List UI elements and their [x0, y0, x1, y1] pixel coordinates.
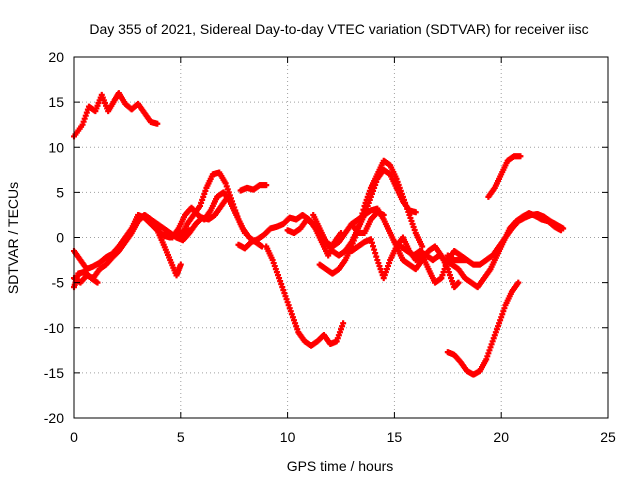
- chart-title: Day 355 of 2021, Sidereal Day-to-day VTE…: [89, 21, 588, 37]
- series-track-10: [263, 243, 347, 349]
- y-tick-label: 10: [48, 139, 64, 155]
- data-point: [340, 320, 347, 327]
- x-axis-label: GPS time / hours: [287, 458, 394, 474]
- y-tick-label: 20: [48, 49, 64, 65]
- data-point: [241, 229, 248, 236]
- series-track-01: [71, 90, 161, 140]
- data-point: [177, 261, 184, 268]
- data-point: [517, 153, 524, 160]
- y-tick-label: 0: [56, 230, 64, 246]
- y-tick-label: -15: [44, 365, 64, 381]
- series-track-15: [348, 234, 471, 286]
- y-tick-label: -5: [52, 275, 65, 291]
- series-layer: [71, 90, 567, 378]
- data-point: [412, 209, 419, 216]
- data-point: [419, 243, 426, 250]
- x-tick-label: 15: [387, 429, 403, 445]
- data-point: [263, 182, 270, 189]
- x-tick-label: 10: [280, 429, 296, 445]
- y-tick-label: -20: [44, 410, 64, 426]
- y-tick-label: 5: [56, 184, 64, 200]
- y-axis-label: SDTVAR / TECUs: [5, 182, 21, 294]
- ticks: 0 5 10 15 20 25 -20 -15 -10 -5 0 5 10 15 20: [44, 49, 616, 445]
- data-point: [455, 279, 462, 286]
- x-tick-label: 5: [177, 429, 185, 445]
- data-point: [154, 120, 161, 127]
- y-tick-label: 15: [48, 94, 64, 110]
- data-point: [515, 279, 522, 286]
- series-track-08: [237, 182, 270, 194]
- series-track-17: [444, 211, 567, 268]
- series-track-03: [71, 211, 193, 273]
- series-track-07: [177, 169, 248, 241]
- data-point: [560, 225, 567, 232]
- data-point: [94, 279, 101, 286]
- series-track-04: [71, 268, 101, 291]
- y-tick-label: -10: [44, 320, 64, 336]
- series-track-19: [444, 279, 522, 378]
- series-track-13: [316, 157, 426, 277]
- series-track-18: [485, 153, 524, 200]
- x-tick-label: 25: [600, 429, 616, 445]
- x-tick-label: 20: [493, 429, 509, 445]
- x-tick-label: 0: [70, 429, 78, 445]
